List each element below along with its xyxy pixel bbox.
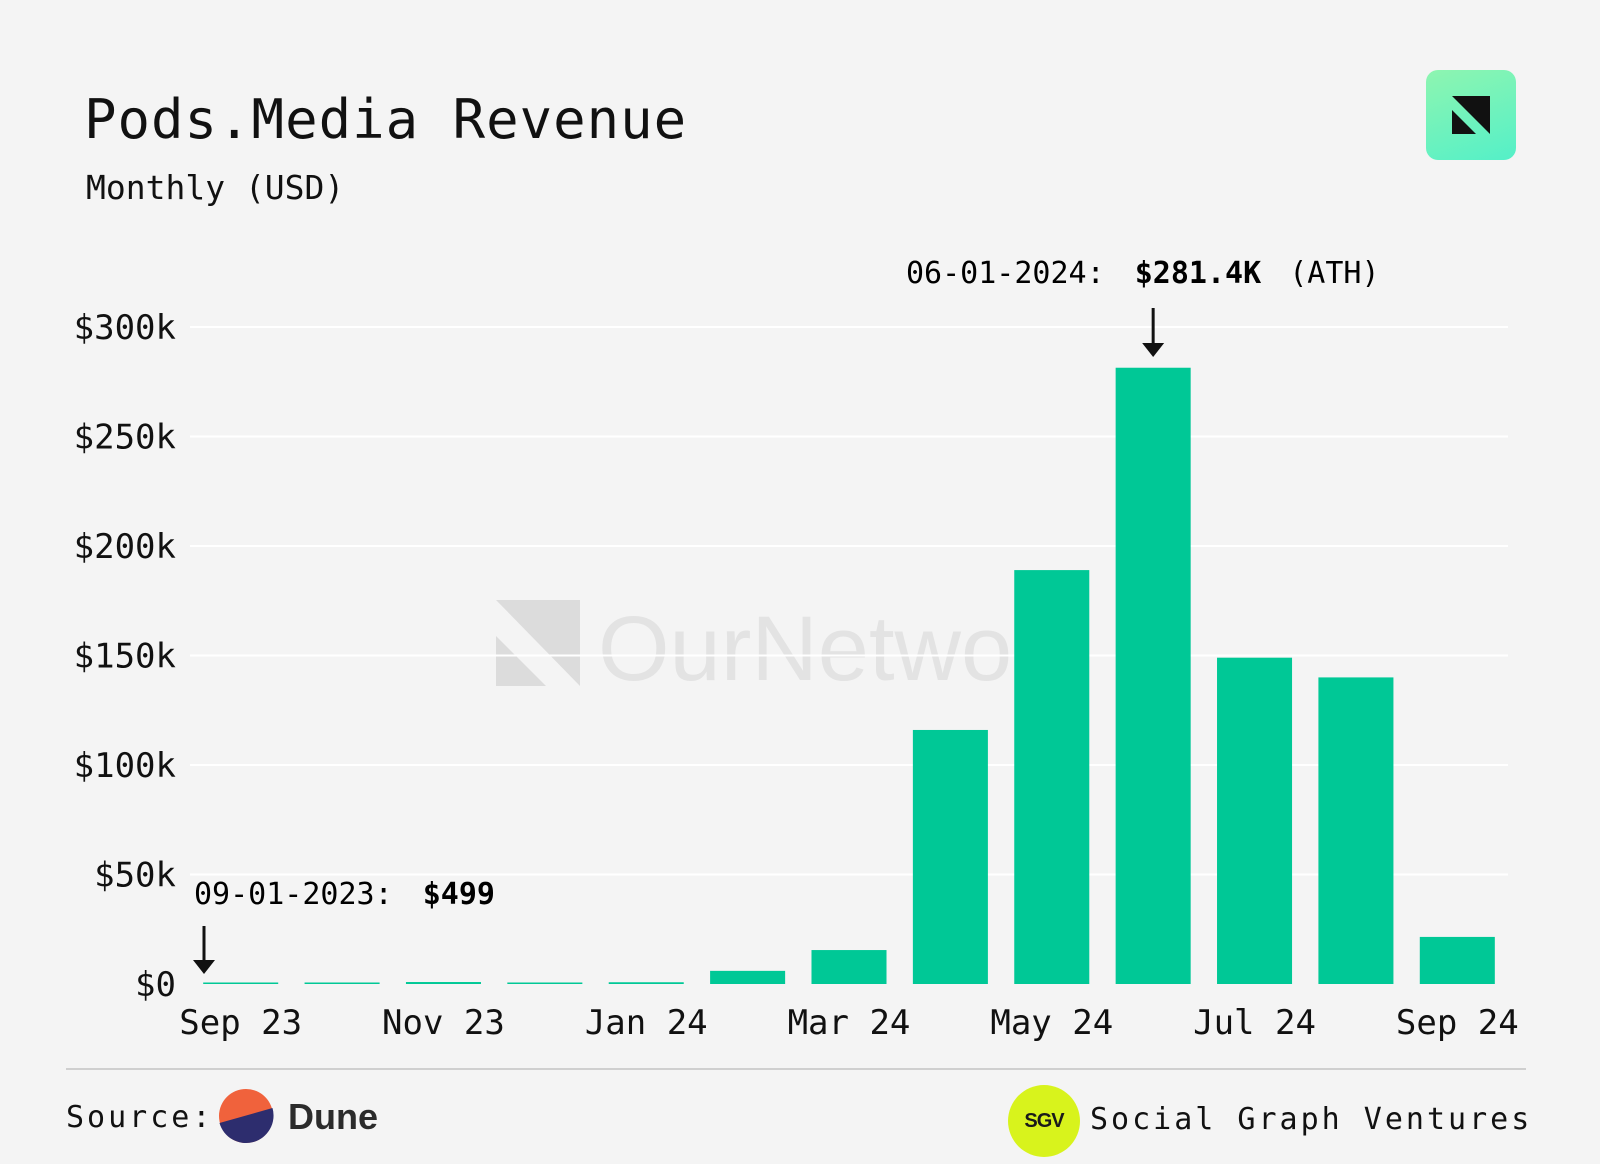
y-tick-label: $150k: [74, 637, 176, 677]
y-tick-label: $250k: [74, 418, 176, 458]
bar-apr-24: [912, 729, 988, 984]
watermark-text: OurNetwork: [598, 598, 1090, 700]
dune-logo-icon: [219, 1089, 274, 1144]
bar-aug-24: [1318, 677, 1394, 984]
ournetwork-logo-icon: [1426, 70, 1516, 160]
bar-sep-24: [1419, 936, 1495, 984]
y-tick-label: $100k: [74, 746, 176, 786]
x-tick-label: Jan 24: [585, 1003, 708, 1043]
arrow-head: [193, 960, 215, 974]
arrow-head: [1142, 343, 1165, 357]
y-tick-label: $300k: [74, 308, 176, 348]
bar-nov-23: [405, 982, 481, 984]
partner-name: Social Graph Ventures: [1090, 1102, 1533, 1137]
y-tick-label: $50k: [94, 856, 176, 896]
first-month-annotation: 09-01-2023: $499: [194, 877, 495, 912]
watermark-logo-icon: [496, 600, 580, 686]
first-date-label: 09-01-2023:: [194, 877, 393, 912]
y-tick-label: $200k: [74, 527, 176, 567]
bar-sep-23: [203, 982, 279, 984]
source-label: Source:: [66, 1100, 214, 1135]
ournetwork-watermark: OurNetwork: [496, 598, 1090, 700]
revenue-bar-chart: OurNetwork $0 $50k $100k $150k $200k $250k $30…: [74, 256, 1519, 1043]
bar-jan-24: [608, 982, 684, 984]
x-tick-label: Mar 24: [788, 1003, 911, 1043]
bar-jul-24: [1217, 657, 1293, 984]
y-tick-label: $0: [135, 965, 176, 1005]
watermark-logo-icon-part: [496, 636, 546, 686]
chart-title: Pods.Media Revenue: [84, 88, 688, 151]
ath-arrow-icon: [1142, 308, 1165, 357]
bar-dec-23: [507, 982, 583, 984]
x-tick-label: Sep 24: [1396, 1003, 1519, 1043]
first-arrow-icon: [193, 926, 215, 974]
first-value-label: $499: [423, 877, 495, 912]
chart-subtitle: Monthly (USD): [86, 168, 345, 207]
bar-may-24: [1014, 570, 1090, 984]
x-tick-label: May 24: [990, 1003, 1113, 1043]
x-tick-label: Sep 23: [179, 1003, 302, 1043]
sgv-logo-icon: SGV: [1008, 1085, 1080, 1157]
ath-suffix-label: (ATH): [1289, 256, 1379, 291]
ath-date-label: 06-01-2024:: [906, 256, 1105, 291]
x-tick-label: Nov 23: [382, 1003, 505, 1043]
bar-jun-24: [1115, 367, 1191, 984]
bar-feb-24: [710, 970, 786, 984]
bar-oct-23: [304, 982, 380, 984]
footer-divider: [66, 1068, 1526, 1070]
x-tick-label: Jul 24: [1193, 1003, 1316, 1043]
ath-annotation: 06-01-2024: $281.4K (ATH): [906, 256, 1380, 291]
source-name: Dune: [288, 1096, 378, 1137]
ath-value-label: $281.4K: [1135, 256, 1261, 291]
bar-mar-24: [811, 950, 887, 984]
